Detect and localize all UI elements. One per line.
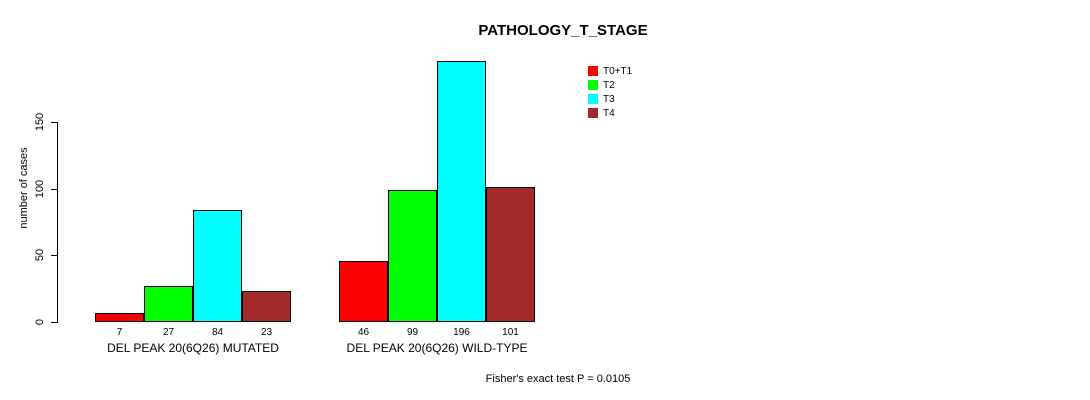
y-tick-label: 150 <box>34 112 46 132</box>
legend-label: T0+T1 <box>603 65 633 77</box>
chart-title: PATHOLOGY_T_STAGE <box>478 22 648 39</box>
bar-value-label: 23 <box>260 327 273 338</box>
legend-item: T0+T1 <box>588 64 632 78</box>
y-tick-mark <box>51 255 57 257</box>
y-tick-mark <box>51 122 57 123</box>
legend: T0+T1 T2 T3 T4 <box>588 64 632 120</box>
group-label: DEL PEAK 20(6Q26) WILD-TYPE <box>346 341 528 355</box>
bar-t3 <box>193 210 242 322</box>
legend-swatch <box>588 66 598 76</box>
bar-value-label: 7 <box>116 327 123 338</box>
legend-label: T4 <box>603 107 615 119</box>
y-axis-line <box>57 122 58 323</box>
bar-value-label: 46 <box>357 327 370 338</box>
group-label: DEL PEAK 20(6Q26) MUTATED <box>107 341 279 355</box>
legend-swatch <box>588 94 598 104</box>
legend-item: T4 <box>588 106 632 120</box>
bar-value-label: 84 <box>211 327 224 338</box>
y-tick-mark <box>51 322 57 323</box>
bar-t2 <box>388 190 437 322</box>
y-tick-label: 100 <box>34 179 46 198</box>
bar-value-label: 196 <box>453 327 470 338</box>
y-axis-title: number of cases <box>18 147 30 229</box>
bar-value-label: 101 <box>502 327 519 338</box>
bar-value-label: 99 <box>406 327 419 338</box>
bar-t0-t1 <box>339 261 388 322</box>
legend-swatch <box>588 80 598 90</box>
legend-item: T2 <box>588 78 632 92</box>
legend-label: T2 <box>603 79 615 91</box>
y-tick-mark <box>51 188 57 190</box>
legend-swatch <box>588 108 598 118</box>
annotation-text: Fisher's exact test P = 0.0105 <box>485 373 631 385</box>
bar-t2 <box>144 286 193 322</box>
bar-value-label: 27 <box>162 327 175 338</box>
bar-t4 <box>486 187 535 322</box>
y-tick-label: 50 <box>34 249 46 262</box>
legend-label: T3 <box>603 93 615 105</box>
y-tick-label: 0 <box>34 318 46 326</box>
bar-t0-t1 <box>95 313 144 322</box>
legend-item: T3 <box>588 92 632 106</box>
bar-t3 <box>437 61 486 322</box>
bar-t4 <box>242 291 291 322</box>
